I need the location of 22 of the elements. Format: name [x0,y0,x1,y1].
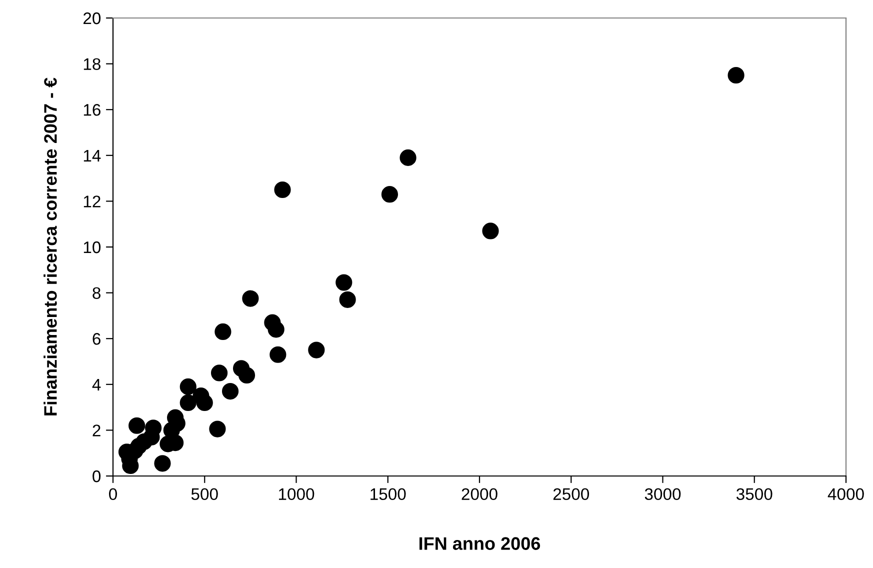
x-tick-label: 1000 [278,488,314,500]
y-axis-title: Finanziamento ricerca corrente 2007 - € [44,78,57,416]
x-tick-label: 3500 [736,488,772,500]
y-tick-label: 4 [92,378,101,390]
x-tick-label: 2000 [462,488,498,500]
x-axis-title: IFN anno 2006 [420,537,540,550]
y-tick-label: 6 [92,333,100,345]
x-tick-label: 2500 [553,488,590,500]
y-tick-label: 2 [92,424,100,436]
x-tick-label: 3000 [644,488,681,500]
y-tick-label: 12 [84,196,100,208]
y-tick-label: 10 [84,241,101,254]
x-tick-label: 0 [109,488,117,500]
x-tick-label: 500 [191,488,218,500]
y-tick-label: 14 [84,150,101,162]
y-tick-label: 18 [84,58,100,70]
y-tick-label: 8 [92,287,100,300]
y-tick-label: 16 [84,104,100,116]
x-tick-label: 4000 [828,488,864,500]
x-tick-label: 1500 [370,488,406,500]
y-tick-label: 0 [92,470,101,482]
y-tick-label: 20 [83,12,101,24]
